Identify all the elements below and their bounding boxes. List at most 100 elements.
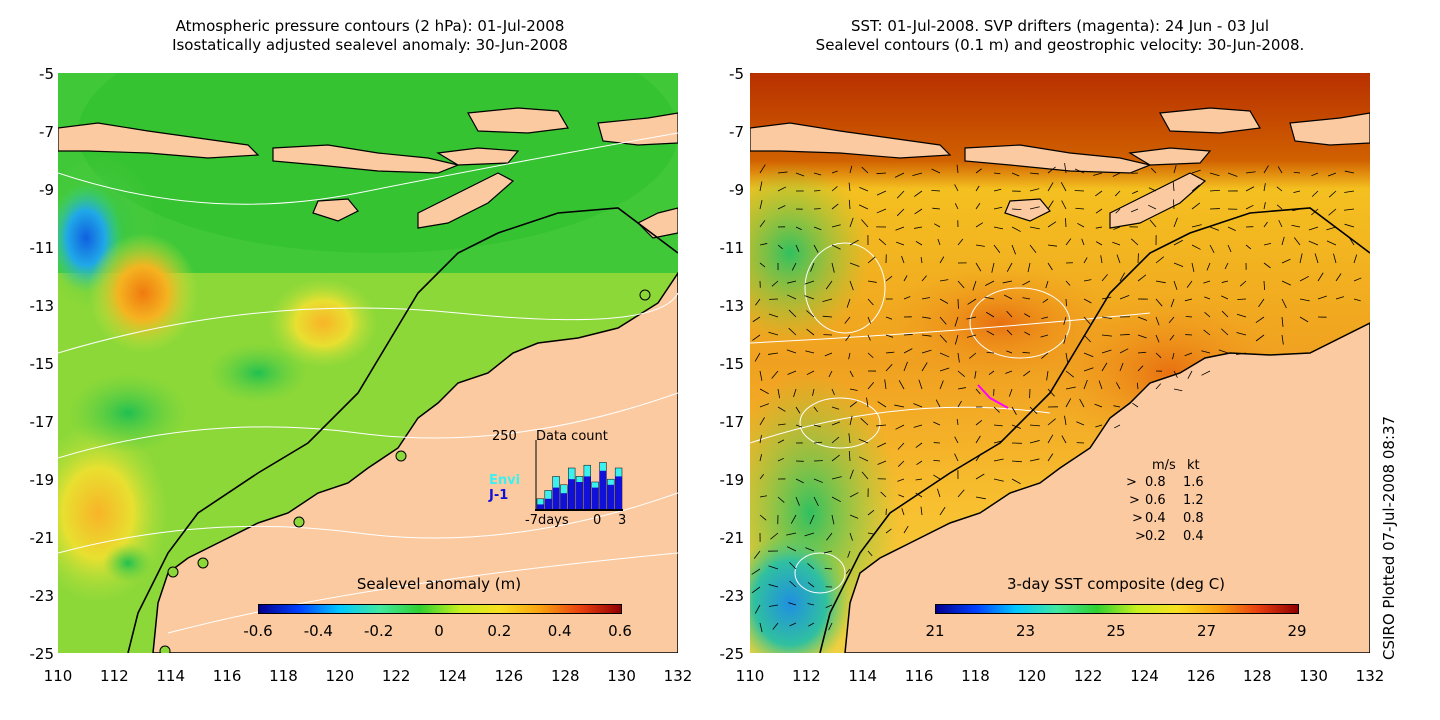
- velocity-vector: [1227, 172, 1238, 177]
- velocity-vector: [1276, 186, 1283, 192]
- velocity-vector: [1155, 298, 1163, 307]
- velocity-vector: [939, 256, 945, 264]
- velocity-vector: [1079, 398, 1085, 408]
- velocity-vector: [1095, 241, 1103, 246]
- velocity-vector: [1291, 224, 1301, 228]
- velocity-vector: [861, 471, 869, 480]
- velocity-vector: [993, 188, 1002, 192]
- velocity-vector: [867, 532, 875, 535]
- velocity-vector: [1047, 244, 1058, 247]
- velocity-vector: [1335, 296, 1345, 300]
- velocity-vector: [1119, 334, 1130, 336]
- velocity-vector: [903, 275, 908, 282]
- velocity-vector: [939, 316, 947, 325]
- velocity-vector: [876, 190, 887, 196]
- velocity-vector: [1281, 258, 1291, 264]
- velocity-vector: [1292, 208, 1301, 212]
- y-tick-label: -15: [29, 355, 55, 373]
- left-title-line1: Atmospheric pressure contours (2 hPa): 0…: [175, 17, 565, 35]
- velocity-vector: [903, 348, 913, 354]
- velocity-vector: [809, 514, 815, 525]
- velocity-vector: [849, 415, 853, 426]
- x-tick-label: 128: [550, 667, 580, 685]
- velocity-vector: [1173, 239, 1183, 246]
- velocity-vector: [914, 208, 923, 215]
- velocity-vector: [759, 370, 763, 381]
- velocity-vector: [1308, 226, 1319, 231]
- velocity-vector: [1029, 226, 1040, 230]
- velocity-vector: [849, 370, 854, 378]
- velocity-vector: [931, 189, 941, 192]
- velocity-vector: [1045, 280, 1049, 289]
- velocity-vector: [901, 508, 905, 516]
- velocity-vector: [1074, 190, 1085, 192]
- right-title-line1: SST: 01-Jul-2008. SVP drifters (magenta)…: [850, 17, 1270, 35]
- velocity-vector: [807, 581, 815, 588]
- velocity-vector: [847, 550, 851, 558]
- velocity-vector: [956, 418, 959, 426]
- velocity-vector: [1311, 190, 1319, 197]
- sst-map: [750, 73, 1370, 653]
- velocity-vector: [754, 604, 761, 614]
- inset-bar-j1: [537, 504, 544, 510]
- velocity-vector: [1293, 237, 1301, 246]
- velocity-vector: [759, 622, 763, 633]
- velocity-vector: [1263, 221, 1268, 228]
- velocity-vector: [867, 280, 877, 283]
- velocity-vector: [1006, 350, 1013, 354]
- velocity-vector: [986, 311, 995, 318]
- velocity-vector: [1353, 298, 1361, 302]
- velocity-vector: [1065, 352, 1069, 363]
- y-tick-label: -11: [29, 239, 55, 257]
- velocity-vector: [1101, 362, 1108, 372]
- velocity-vector: [1299, 316, 1309, 323]
- velocity-vector: [831, 406, 840, 410]
- velocity-vector: [848, 352, 851, 360]
- velocity-vector: [1136, 382, 1139, 390]
- velocity-vector: [772, 622, 779, 630]
- velocity-vector: [831, 496, 841, 503]
- velocity-vector: [1150, 167, 1157, 174]
- velocity-vector: [1046, 370, 1049, 381]
- velocity-vector: [813, 496, 819, 507]
- velocity-vector: [1011, 244, 1017, 255]
- colorbar-tick: -0.4: [303, 622, 333, 640]
- velocity-vector: [1119, 294, 1130, 300]
- velocity-vector: [1119, 348, 1129, 354]
- velocity-vector: [813, 172, 822, 176]
- velocity-vector: [849, 388, 858, 391]
- velocity-vector: [768, 352, 779, 355]
- velocity-vector: [876, 424, 887, 427]
- velocity-vector: [1227, 244, 1232, 253]
- colorbar-tick: 0.6: [608, 622, 632, 640]
- velocity-vector: [975, 185, 980, 192]
- velocity-vector: [974, 370, 977, 379]
- velocity-legend-ms: 0.2: [1145, 529, 1166, 544]
- velocity-vector: [1094, 403, 1103, 408]
- velocity-vector: [849, 532, 853, 541]
- velocity-vector: [975, 262, 982, 272]
- velocity-vector: [993, 206, 1003, 210]
- x-tick-label: 112: [792, 667, 821, 685]
- velocity-vector: [759, 454, 763, 462]
- velocity-vector: [1047, 453, 1054, 462]
- velocity-vector: [831, 476, 842, 480]
- velocity-vector: [787, 370, 797, 375]
- velocity-vector: [1011, 478, 1021, 485]
- velocity-vector: [1022, 352, 1031, 354]
- velocity-vector: [877, 460, 887, 465]
- velocity-vector: [933, 474, 941, 480]
- velocity-legend-ms: 0.4: [1145, 511, 1166, 526]
- velocity-vector: [861, 166, 869, 174]
- velocity-vector: [885, 275, 893, 282]
- velocity-vector: [845, 568, 851, 574]
- velocity-vector: [825, 604, 833, 608]
- y-tick-label: -17: [29, 413, 55, 431]
- velocity-vector: [813, 441, 823, 444]
- x-tick-label: 126: [1186, 667, 1216, 685]
- x-tick-label: 124: [1130, 667, 1159, 685]
- velocity-vector: [752, 316, 761, 323]
- x-tick-label: 114: [848, 667, 878, 685]
- velocity-vector: [1201, 370, 1211, 376]
- velocity-vector: [1218, 349, 1229, 354]
